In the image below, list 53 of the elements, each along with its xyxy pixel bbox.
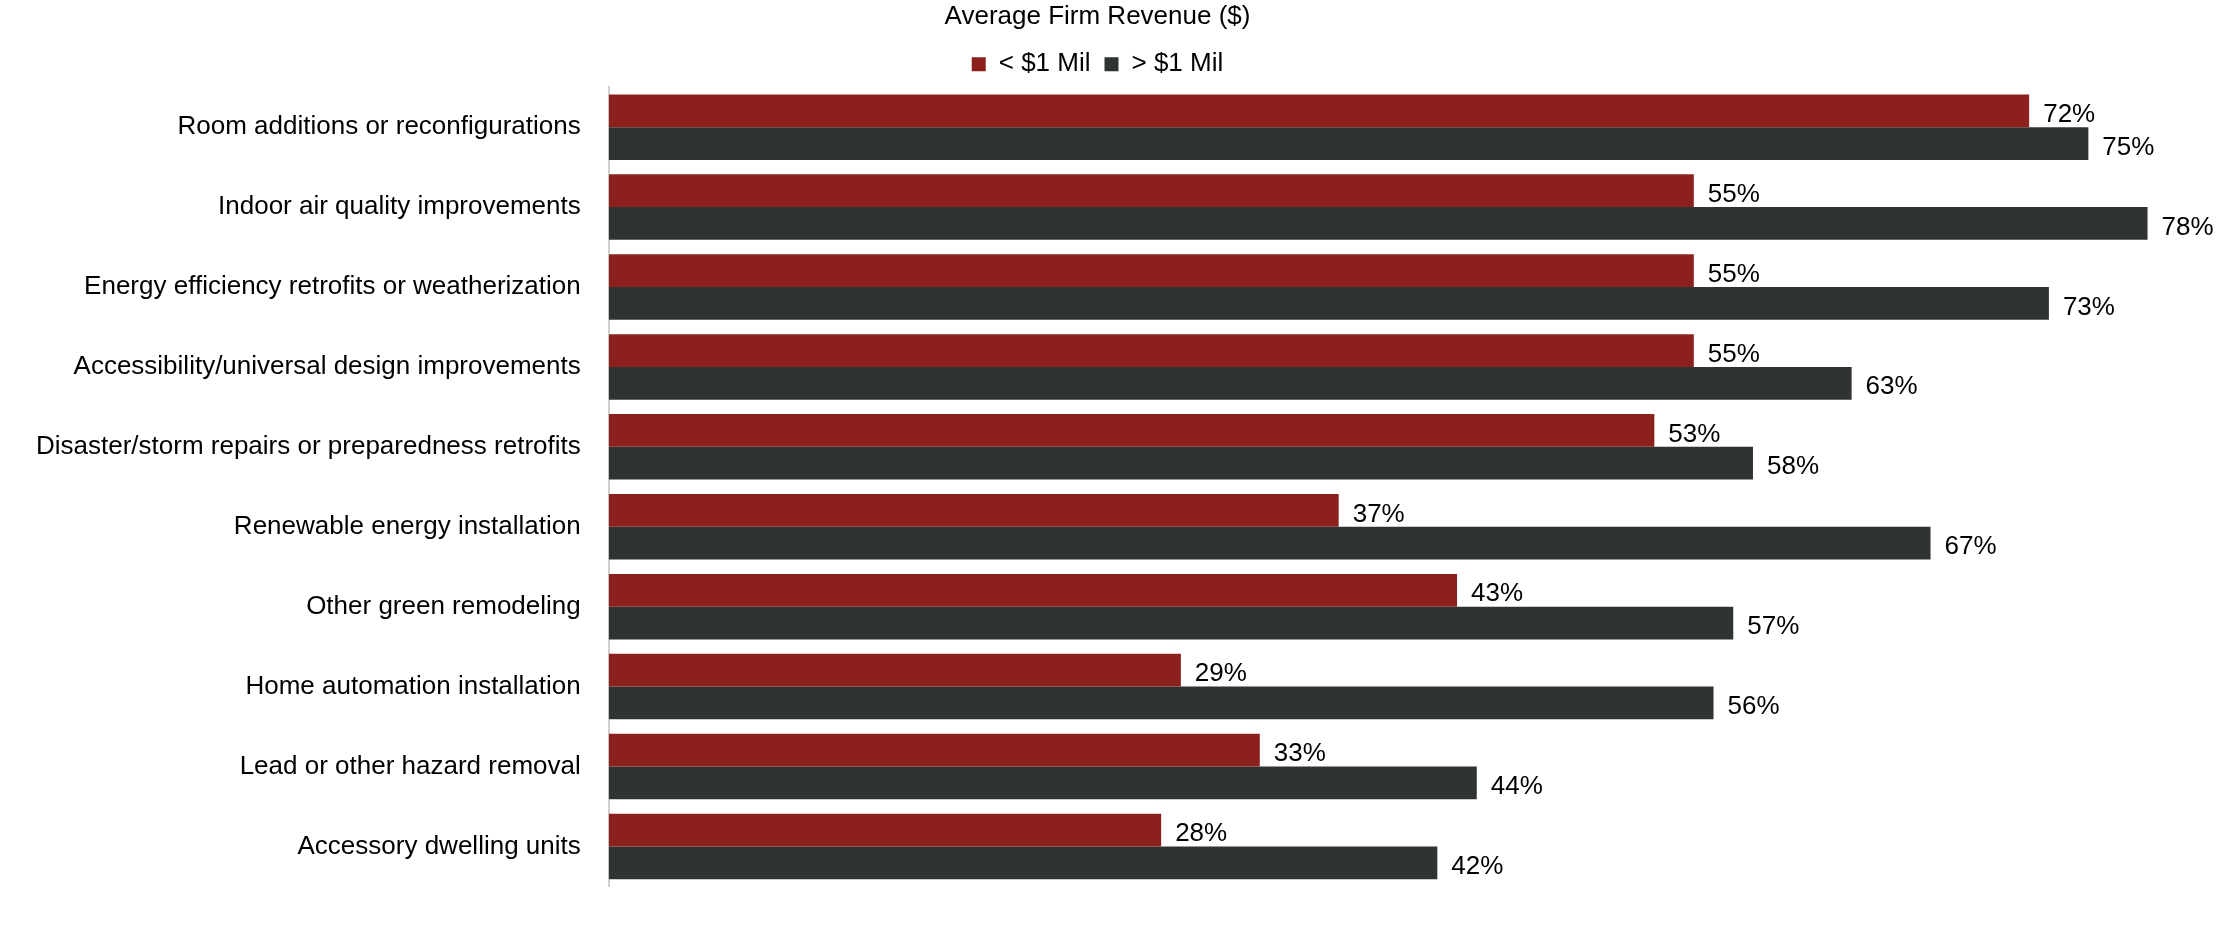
y-tick-label: Lead or other hazard removal <box>239 749 581 780</box>
bar <box>608 526 1931 560</box>
data-label: 29% <box>1194 657 1247 688</box>
y-tick-label: Energy efficiency retrofits or weatherization <box>84 270 581 301</box>
bar <box>608 606 1734 640</box>
data-label: 28% <box>1175 817 1228 848</box>
data-label: 56% <box>1727 690 1780 721</box>
bar <box>608 334 1694 367</box>
data-label: 42% <box>1451 850 1504 880</box>
bar <box>608 653 1181 687</box>
data-label: 75% <box>2102 130 2155 161</box>
data-label: 55% <box>1707 257 1760 288</box>
bar <box>608 446 1753 480</box>
y-tick-label: Disaster/storm repairs or preparedness retrofits <box>35 430 581 461</box>
bar <box>608 254 1694 287</box>
data-label: 37% <box>1352 497 1405 528</box>
bar <box>608 573 1458 607</box>
y-tick-label: Room additions or reconfigurations <box>177 110 581 141</box>
bar <box>608 207 2148 240</box>
data-label: 53% <box>1668 417 1721 448</box>
bar <box>608 846 1438 880</box>
y-tick-label: Indoor air quality improvements <box>218 190 581 221</box>
data-label: 63% <box>1865 370 1918 401</box>
bar <box>608 127 2089 160</box>
data-label: 55% <box>1707 337 1760 368</box>
bar <box>608 733 1260 767</box>
bar <box>608 493 1339 527</box>
data-label: 44% <box>1490 770 1543 801</box>
bar <box>608 414 1655 447</box>
y-tick-label: Accessibility/universal design improvements <box>73 350 581 381</box>
bar <box>608 686 1714 720</box>
data-label: 55% <box>1707 177 1760 208</box>
y-tick-label: Other green remodeling <box>306 589 581 620</box>
legend-title: Average Firm Revenue ($) <box>944 0 1251 31</box>
data-label: 73% <box>2062 290 2115 321</box>
y-tick-label: Renewable energy installation <box>233 509 581 540</box>
legend-label: > $1 Mil <box>1131 47 1224 78</box>
bar <box>608 366 1852 400</box>
data-label: 58% <box>1766 450 1820 481</box>
data-label: 33% <box>1273 737 1326 768</box>
data-label: 57% <box>1747 610 1800 641</box>
bar <box>608 766 1477 800</box>
bar <box>608 94 2030 128</box>
bar <box>608 287 2049 320</box>
legend-label: < $1 Mil <box>998 47 1091 78</box>
data-label: 72% <box>2043 97 2096 128</box>
data-label: 43% <box>1471 577 1524 608</box>
bar <box>608 813 1162 847</box>
data-label: 67% <box>1944 530 1997 561</box>
data-label: 78% <box>2161 210 2214 241</box>
bar <box>608 174 1694 208</box>
y-tick-label: Home automation installation <box>245 669 581 700</box>
y-tick-label: Accessory dwelling units <box>297 829 581 860</box>
